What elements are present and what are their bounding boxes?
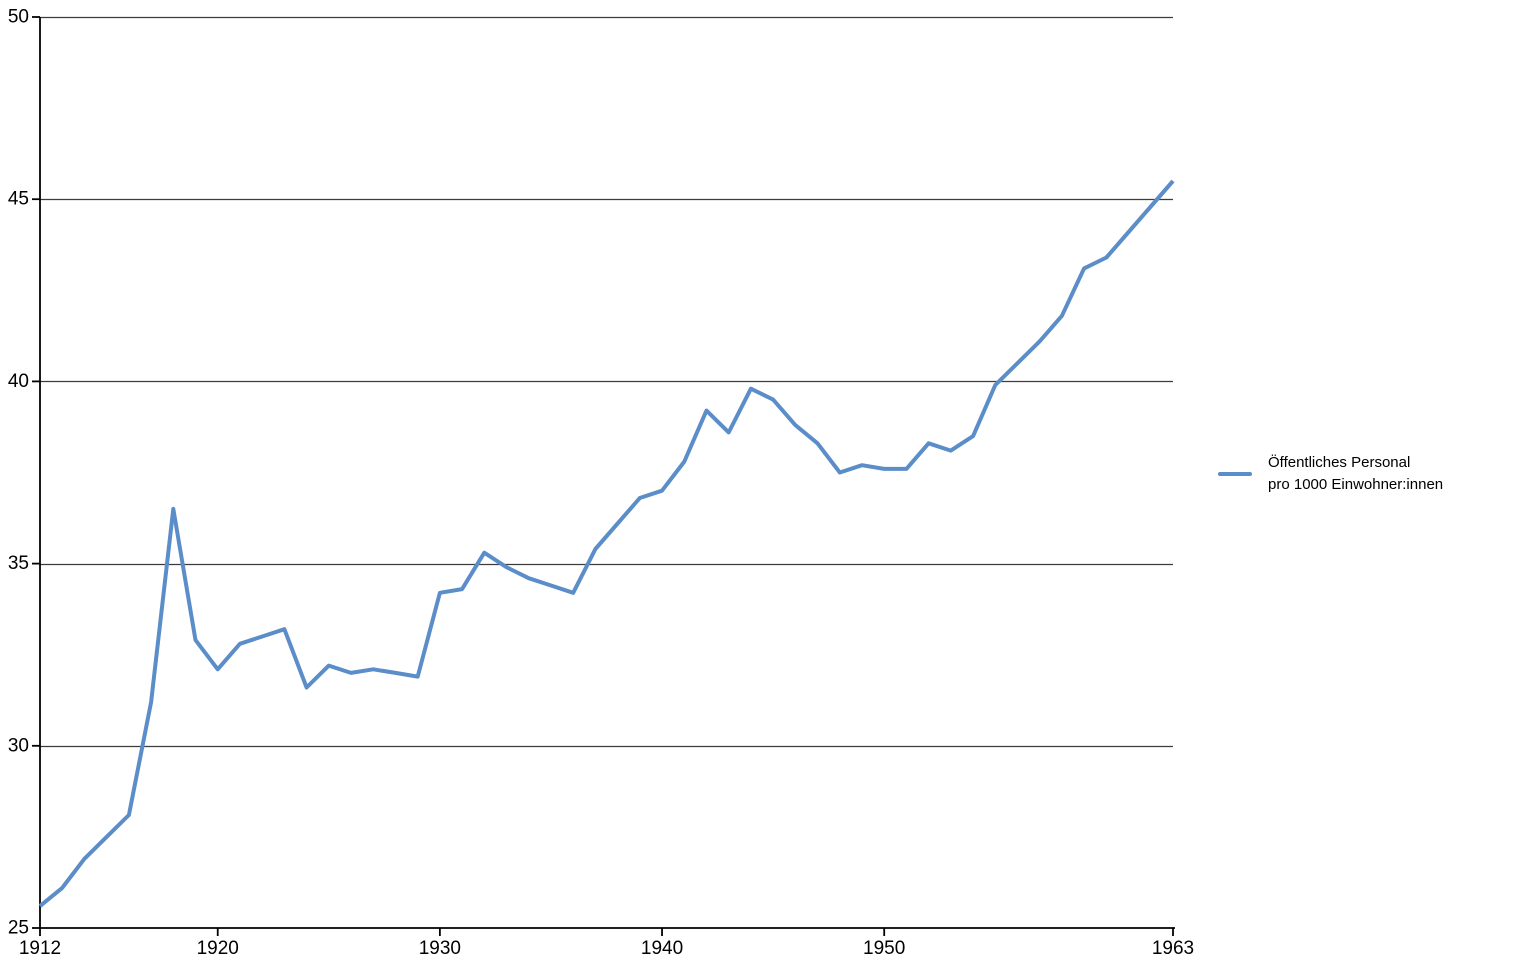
x-tick-label: 1930	[419, 938, 461, 959]
data-series	[38, 179, 1175, 908]
y-tick-label: 35	[8, 553, 29, 574]
y-tick-label: 40	[8, 371, 29, 392]
y-axis-tick-labels: 25 30 35 40 45 50	[8, 7, 29, 939]
legend-label-line2: pro 1000 Einwohner:innen	[1268, 476, 1444, 493]
x-tick-label: 1912	[19, 938, 61, 959]
legend: Öffentliches Personal pro 1000 Einwohner…	[1218, 452, 1443, 496]
data-line	[38, 179, 1175, 908]
y-tick-label: 45	[8, 189, 29, 210]
legend-label: Öffentliches Personal pro 1000 Einwohner…	[1268, 452, 1443, 496]
x-tick-label: 1950	[863, 938, 905, 959]
x-tick-label: 1963	[1152, 938, 1194, 959]
y-tick-label: 25	[8, 918, 29, 939]
legend-label-line1: Öffentliches Personal	[1268, 454, 1411, 471]
x-tick-label: 1920	[197, 938, 239, 959]
y-tick-label: 50	[8, 7, 29, 28]
x-axis-tick-labels: 1912 1920 1930 1940 1950 1963	[19, 938, 1194, 959]
y-tick-label: 30	[8, 735, 29, 756]
x-tick-label: 1940	[641, 938, 683, 959]
gridlines	[40, 16, 1173, 748]
axes	[32, 16, 1175, 936]
legend-line-swatch	[1218, 472, 1252, 476]
